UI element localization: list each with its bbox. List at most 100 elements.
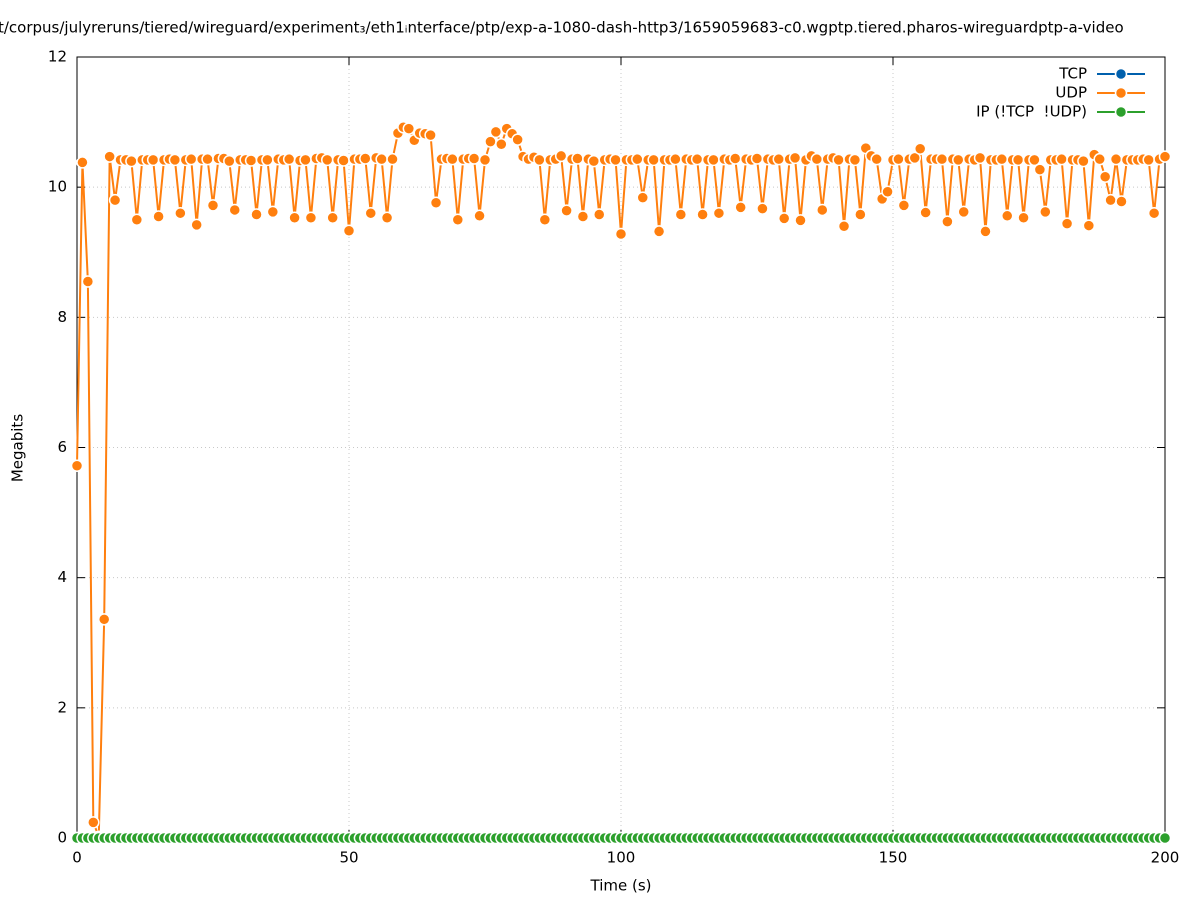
data-point bbox=[288, 211, 301, 225]
data-point bbox=[669, 152, 682, 166]
data-point bbox=[495, 137, 508, 151]
data-point bbox=[446, 152, 459, 166]
data-point bbox=[81, 275, 95, 288]
legend-label: TCP bbox=[1058, 65, 1087, 83]
data-point bbox=[261, 153, 274, 167]
data-point bbox=[913, 142, 927, 156]
data-point bbox=[1142, 153, 1155, 167]
data-point bbox=[380, 211, 394, 225]
data-point bbox=[995, 152, 1009, 166]
data-point bbox=[587, 154, 601, 168]
data-point bbox=[854, 208, 867, 221]
data-point bbox=[266, 205, 280, 219]
data-point bbox=[1033, 163, 1047, 176]
x-axis-label: Time (s) bbox=[590, 877, 652, 895]
data-point bbox=[881, 185, 894, 198]
legend-label: IP (!TCP !UDP) bbox=[976, 103, 1087, 121]
data-point bbox=[125, 154, 138, 168]
data-point bbox=[1109, 152, 1123, 166]
data-point bbox=[554, 149, 568, 163]
data-point bbox=[1039, 205, 1052, 219]
data-point bbox=[707, 153, 720, 167]
data-point bbox=[375, 152, 388, 166]
data-point bbox=[473, 209, 486, 223]
legend-marker bbox=[1114, 67, 1128, 81]
data-point bbox=[533, 153, 546, 167]
data-point bbox=[897, 199, 911, 212]
data-point bbox=[201, 152, 214, 166]
data-point bbox=[919, 206, 932, 219]
data-point bbox=[1104, 193, 1117, 207]
data-point bbox=[97, 613, 111, 626]
data-point bbox=[359, 152, 372, 165]
data-point bbox=[973, 151, 987, 165]
y-tick-label: 4 bbox=[57, 568, 67, 586]
y-tick-label: 8 bbox=[57, 308, 67, 326]
data-point bbox=[478, 153, 492, 167]
data-point bbox=[337, 154, 350, 167]
data-point bbox=[772, 152, 786, 166]
data-point bbox=[87, 816, 100, 829]
data-point bbox=[794, 214, 807, 227]
chart-title: t/corpus/julyreruns/tiered/wireguard/exp… bbox=[0, 19, 1124, 37]
data-point bbox=[1077, 154, 1090, 168]
data-point bbox=[788, 151, 802, 165]
data-point bbox=[756, 202, 769, 215]
data-point bbox=[130, 213, 144, 226]
data-point bbox=[402, 122, 416, 135]
y-tick-label: 2 bbox=[57, 698, 67, 716]
data-point bbox=[184, 152, 198, 166]
data-point bbox=[892, 152, 905, 166]
data-point bbox=[1028, 153, 1041, 167]
data-point bbox=[1115, 195, 1128, 208]
data-point bbox=[609, 153, 622, 167]
data-point bbox=[560, 204, 573, 217]
data-point bbox=[108, 193, 122, 207]
data-point bbox=[647, 153, 660, 167]
data-point bbox=[1082, 219, 1096, 232]
data-point bbox=[228, 203, 242, 217]
data-point bbox=[451, 213, 465, 226]
legend-label: UDP bbox=[1055, 84, 1087, 102]
data-point bbox=[908, 151, 922, 165]
data-point bbox=[1158, 150, 1172, 163]
data-point bbox=[1147, 206, 1161, 220]
x-tick-label: 200 bbox=[1151, 849, 1180, 867]
data-point bbox=[146, 153, 160, 167]
data-point bbox=[424, 128, 437, 142]
data-point bbox=[652, 225, 666, 238]
data-point bbox=[832, 153, 845, 167]
data-point bbox=[935, 152, 949, 166]
data-point bbox=[168, 153, 182, 167]
data-point bbox=[870, 152, 883, 166]
x-tick-label: 50 bbox=[339, 849, 358, 867]
data-point bbox=[816, 203, 829, 217]
data-point bbox=[734, 201, 747, 214]
data-point bbox=[250, 208, 263, 221]
data-point bbox=[206, 199, 220, 212]
data-point bbox=[952, 153, 965, 167]
data-point bbox=[489, 125, 503, 139]
data-point bbox=[467, 152, 481, 165]
data-point bbox=[538, 213, 552, 226]
data-point bbox=[674, 208, 688, 221]
data-point bbox=[342, 224, 356, 238]
data-point bbox=[957, 205, 970, 219]
data-point bbox=[70, 459, 84, 472]
data-point bbox=[223, 154, 236, 168]
data-point bbox=[1158, 831, 1172, 845]
data-point bbox=[511, 133, 524, 146]
y-tick-label: 6 bbox=[57, 438, 67, 456]
y-axis-label: Megabits bbox=[9, 414, 27, 482]
legend-marker bbox=[1114, 105, 1128, 119]
data-point bbox=[848, 153, 862, 167]
data-point bbox=[636, 191, 650, 204]
data-point bbox=[1098, 170, 1112, 184]
data-point bbox=[576, 210, 590, 223]
data-point bbox=[244, 154, 258, 167]
data-point bbox=[750, 152, 764, 165]
data-point bbox=[837, 219, 851, 233]
data-point bbox=[690, 152, 704, 166]
